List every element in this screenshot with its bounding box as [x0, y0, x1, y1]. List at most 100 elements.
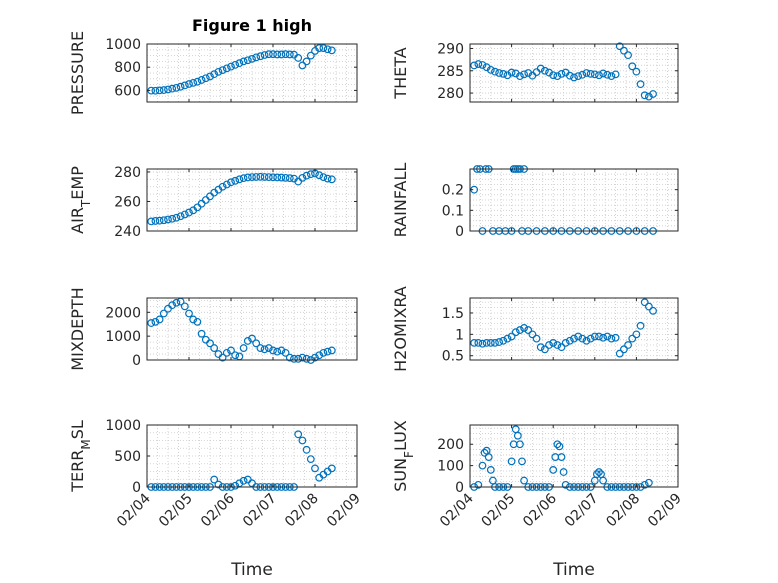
- data-point-sun-flux: [595, 468, 603, 476]
- ytick-label-mixdepth: 2000: [105, 305, 141, 321]
- data-point-air-temp: [147, 217, 156, 226]
- xtick-label: 02/05: [479, 491, 519, 531]
- data-point-mixdepth: [159, 309, 168, 318]
- data-point-pressure: [168, 84, 177, 93]
- data-point-mixdepth: [248, 334, 256, 343]
- data-point-air-temp: [256, 172, 265, 181]
- data-point-theta: [549, 71, 558, 80]
- ytick-label-terr-msl: 500: [114, 449, 141, 465]
- data-point-sun-flux: [644, 478, 653, 487]
- data-point-h2omixra: [628, 334, 637, 343]
- ytick-label-pressure: 800: [114, 60, 141, 76]
- data-point-h2omixra: [640, 298, 649, 307]
- data-point-pressure: [323, 45, 332, 54]
- data-point-air-temp: [248, 173, 256, 182]
- ytick-label-air-temp: 280: [114, 165, 141, 181]
- data-point-air-temp: [172, 213, 181, 222]
- data-point-mixdepth: [323, 347, 332, 356]
- data-point-pressure: [193, 77, 202, 86]
- data-point-mixdepth: [256, 344, 265, 352]
- data-point-pressure: [189, 78, 198, 87]
- data-point-theta: [632, 67, 641, 76]
- data-point-theta: [565, 71, 574, 80]
- data-point-h2omixra: [603, 332, 612, 341]
- data-point-theta: [615, 42, 624, 51]
- data-point-mixdepth: [294, 354, 303, 363]
- data-point-sun-flux: [507, 457, 516, 466]
- data-point-air-temp: [281, 173, 290, 182]
- data-point-mixdepth: [319, 348, 328, 357]
- data-point-pressure: [159, 86, 168, 94]
- data-point-pressure: [206, 72, 214, 81]
- data-point-pressure: [155, 86, 164, 95]
- data-point-air-temp: [269, 173, 277, 182]
- data-point-terr-msl: [302, 445, 311, 454]
- data-point-theta: [474, 60, 483, 68]
- data-point-theta: [478, 61, 487, 69]
- data-point-h2omixra: [516, 326, 524, 334]
- data-point-h2omixra: [528, 330, 537, 339]
- data-point-mixdepth: [193, 317, 202, 326]
- ytick-label-h2omixra: 1: [455, 327, 464, 343]
- data-point-terr-msl: [231, 481, 240, 490]
- data-point-mixdepth: [285, 353, 294, 362]
- data-point-h2omixra: [595, 332, 603, 341]
- data-point-mixdepth: [197, 329, 206, 338]
- data-point-pressure: [151, 86, 160, 95]
- data-point-air-temp: [302, 171, 311, 180]
- data-point-pressure: [285, 50, 294, 59]
- data-point-terr-msl: [298, 436, 307, 445]
- data-point-h2omixra: [495, 338, 504, 346]
- data-point-theta: [578, 70, 587, 79]
- data-point-pressure: [239, 57, 248, 66]
- data-point-h2omixra: [561, 338, 570, 347]
- data-point-mixdepth: [231, 351, 240, 360]
- data-point-theta: [536, 64, 545, 73]
- data-point-air-temp: [168, 214, 177, 223]
- data-point-sun-flux: [478, 461, 487, 470]
- data-point-mixdepth: [269, 346, 277, 355]
- data-point-air-temp: [243, 173, 252, 182]
- data-point-theta: [640, 91, 649, 100]
- data-point-pressure: [214, 67, 223, 76]
- data-point-terr-msl: [294, 430, 303, 439]
- data-point-sun-flux: [557, 453, 566, 461]
- xtick-label: 02/09: [324, 491, 364, 531]
- ytick-label-sun-flux: 200: [437, 437, 464, 453]
- data-point-theta: [507, 68, 516, 77]
- data-point-pressure: [227, 62, 235, 71]
- data-point-theta: [570, 73, 578, 82]
- data-point-h2omixra: [590, 332, 599, 341]
- data-point-terr-msl: [311, 464, 319, 473]
- data-point-air-temp: [180, 210, 189, 219]
- data-point-sun-flux: [484, 453, 493, 461]
- xlabel: Time: [552, 560, 595, 580]
- data-point-air-temp: [277, 173, 286, 182]
- data-point-air-temp: [151, 217, 160, 225]
- data-point-pressure: [185, 80, 193, 88]
- ylabel-theta: THETA: [391, 47, 410, 99]
- xtick-label: 02/07: [240, 491, 280, 531]
- data-point-mixdepth: [264, 344, 273, 352]
- ytick-label-pressure: 600: [114, 83, 141, 99]
- data-point-theta: [603, 70, 612, 79]
- data-point-pressure: [306, 51, 315, 60]
- data-point-sun-flux: [549, 465, 558, 474]
- data-point-mixdepth: [252, 339, 261, 348]
- data-point-h2omixra: [499, 336, 508, 345]
- data-point-terr-msl: [306, 455, 315, 464]
- data-point-pressure: [327, 46, 336, 55]
- data-point-air-temp: [218, 182, 227, 191]
- data-point-mixdepth: [151, 317, 160, 326]
- data-point-pressure: [164, 85, 172, 94]
- ytick-label-rainfall: 0.1: [442, 203, 464, 219]
- data-point-pressure: [264, 50, 273, 59]
- data-point-air-temp: [185, 208, 193, 217]
- data-point-mixdepth: [311, 353, 319, 362]
- data-point-h2omixra: [478, 339, 487, 348]
- data-point-theta: [486, 65, 495, 74]
- data-point-h2omixra: [511, 328, 520, 337]
- data-point-h2omixra: [482, 338, 491, 347]
- data-point-air-temp: [222, 180, 231, 189]
- data-point-pressure: [180, 81, 189, 90]
